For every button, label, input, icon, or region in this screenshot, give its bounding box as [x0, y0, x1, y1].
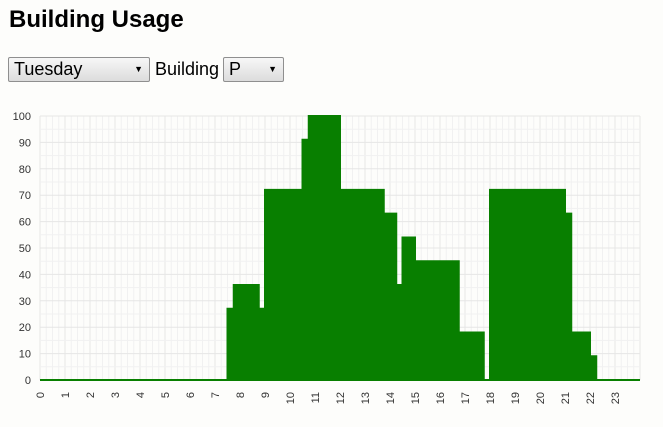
- x-tick-label: 7: [210, 392, 222, 398]
- x-tick-label: 20: [535, 392, 547, 404]
- x-tick-label: 8: [235, 392, 247, 398]
- x-tick-label: 15: [410, 392, 422, 404]
- y-tick-label: 20: [19, 322, 31, 334]
- y-tick-label: 60: [19, 217, 31, 229]
- x-tick-label: 17: [460, 392, 472, 404]
- building-select-value: P: [229, 59, 242, 79]
- x-tick-label: 3: [110, 392, 122, 398]
- day-select[interactable]: Tuesday ▼: [8, 57, 150, 82]
- day-select-value: Tuesday: [14, 59, 83, 79]
- x-tick-label: 12: [335, 392, 347, 404]
- y-tick-label: 30: [19, 296, 31, 308]
- x-tick-label: 1: [60, 392, 72, 398]
- x-tick-label: 9: [260, 392, 272, 398]
- chevron-down-icon: ▼: [134, 64, 143, 74]
- filter-controls: Tuesday ▼ Building P ▼: [8, 57, 285, 82]
- x-tick-label: 10: [285, 392, 297, 404]
- x-tick-label: 19: [510, 392, 522, 404]
- x-tick-label: 18: [485, 392, 497, 404]
- y-tick-label: 100: [13, 111, 31, 123]
- x-tick-label: 11: [310, 392, 322, 403]
- x-tick-label: 0: [35, 392, 47, 398]
- y-tick-label: 50: [19, 243, 31, 255]
- y-tick-label: 10: [19, 349, 31, 361]
- x-tick-label: 5: [160, 392, 172, 398]
- x-tick-label: 6: [185, 392, 197, 398]
- x-tick-label: 23: [610, 392, 622, 404]
- x-tick-label: 16: [435, 392, 447, 404]
- x-tick-label: 21: [560, 392, 572, 404]
- y-tick-label: 0: [25, 375, 31, 387]
- y-tick-label: 80: [19, 164, 31, 176]
- x-tick-label: 2: [85, 392, 97, 398]
- y-tick-label: 90: [19, 137, 31, 149]
- x-tick-label: 13: [360, 392, 372, 404]
- page-title: Building Usage: [9, 6, 184, 33]
- usage-area-series: [40, 115, 640, 381]
- x-tick-label: 4: [135, 392, 147, 398]
- y-tick-label: 70: [19, 190, 31, 202]
- x-tick-label: 14: [385, 392, 397, 404]
- building-label: Building: [155, 59, 220, 79]
- y-tick-label: 40: [19, 269, 31, 281]
- building-select[interactable]: P ▼: [223, 57, 285, 82]
- x-tick-label: 22: [585, 392, 597, 404]
- chevron-down-icon: ▼: [268, 64, 278, 74]
